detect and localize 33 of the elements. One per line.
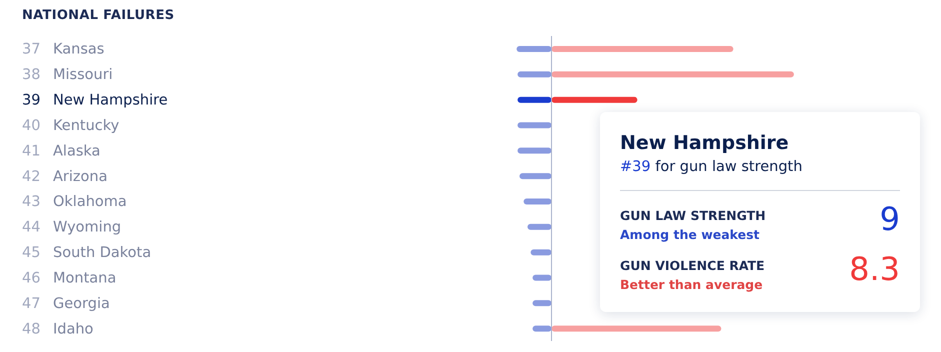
bar [518, 122, 552, 128]
bar [518, 96, 552, 103]
y-tick-label: 43 Oklahoma [22, 194, 127, 210]
annotation: GUN LAW STRENGTH [620, 208, 766, 223]
bar [518, 148, 552, 154]
y-tick-label: 40 Kentucky [22, 118, 120, 134]
annotation: Among the weakest [620, 227, 760, 242]
bar [520, 173, 552, 180]
annotation: New Hampshire [620, 132, 789, 154]
annotation: GUN VIOLENCE RATE [620, 258, 765, 273]
y-tick-label: 39 New Hampshire [22, 92, 168, 109]
bar [524, 198, 552, 204]
bar [552, 326, 722, 332]
y-tick-label: 42 Arizona [22, 168, 108, 185]
text: 9 [880, 200, 900, 238]
y-tick-label: 44 Wyoming [22, 220, 122, 236]
y-tick-label: 37 Kansas [22, 42, 104, 58]
y-tick-label: 48 Idaho [22, 321, 94, 338]
bar [552, 71, 794, 78]
bar [528, 224, 552, 230]
y-tick-label: 45 South Dakota [22, 245, 152, 262]
y-tick-label: 38 Missouri [22, 67, 113, 84]
bar [516, 46, 552, 52]
bar [552, 46, 734, 52]
y-tick-label: 46 Montana [22, 270, 116, 286]
bar [552, 96, 638, 103]
y-tick-label: 47 Georgia [22, 296, 110, 312]
y-tick-label: 41 Alaska [22, 143, 100, 160]
text: 8.3 [849, 250, 900, 288]
bar [518, 71, 552, 78]
annotation: Better than average [620, 277, 763, 292]
annotation: #39 for gun law strength [620, 159, 802, 175]
text: NATIONAL FAILURES [22, 8, 174, 23]
